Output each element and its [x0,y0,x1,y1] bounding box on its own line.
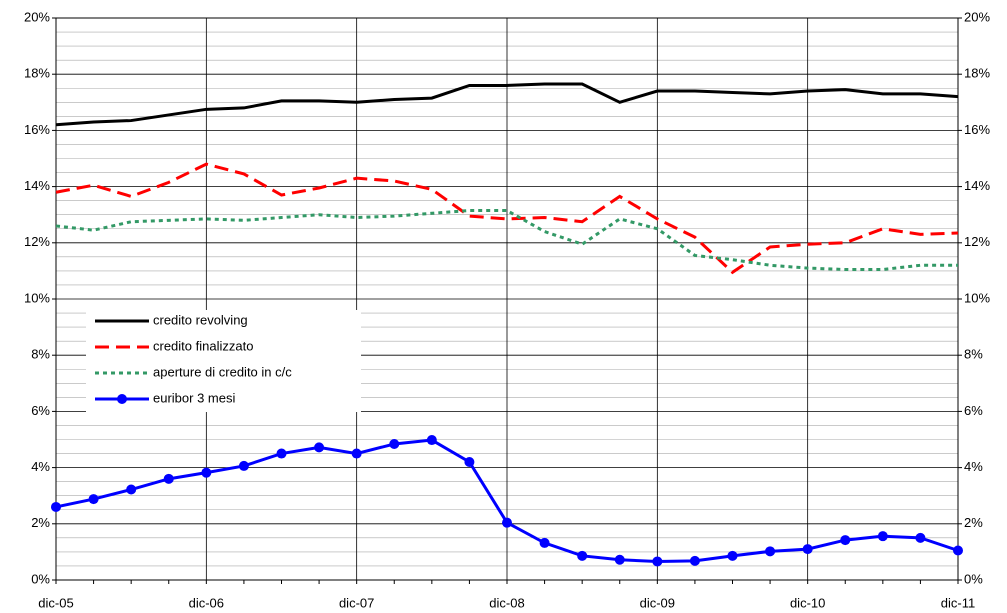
y-tick-label: 8% [31,347,50,362]
legend-box [86,310,361,412]
point [652,556,663,567]
x-tick-label: dic-06 [189,595,224,610]
series-line [55,162,959,275]
y2-tick-label: 2% [964,515,983,530]
point [765,546,776,557]
point [502,517,512,528]
y-tick-label: 18% [24,66,50,81]
y-tick-label: 20% [24,9,50,24]
y-tick-label: 2% [31,515,50,530]
point [877,531,888,542]
point [539,537,550,548]
point [727,550,738,561]
point [126,484,137,495]
point [426,435,437,446]
y2-tick-label: 4% [964,459,983,474]
x-tick-label: dic-08 [489,595,524,610]
y-tick-label: 14% [24,178,50,193]
point [389,438,400,449]
x-tick-label: dic-11 [941,595,975,610]
legend-label: credito finalizzato [153,338,253,353]
point [802,544,813,555]
series-line [55,208,958,271]
y2-tick-label: 12% [964,234,990,249]
point [163,473,174,484]
legend-marker [117,394,127,404]
plot-border [55,17,959,581]
point [577,550,588,561]
x-tick-label: dic-09 [640,595,675,610]
legend-label: euribor 3 mesi [153,390,235,405]
point [840,535,851,546]
point [276,448,287,459]
y2-tick-label: 20% [964,9,990,24]
point [464,456,475,467]
legend-label: aperture di credito in c/c [153,364,292,379]
point [88,494,99,505]
x-tick-label: dic-05 [38,595,73,610]
point [689,555,700,566]
y2-tick-label: 8% [964,347,983,362]
y-tick-label: 0% [31,571,50,586]
y2-tick-label: 6% [964,403,983,418]
point [51,501,61,512]
y-tick-label: 10% [24,290,50,305]
y2-tick-label: 10% [964,290,990,305]
y2-tick-label: 16% [964,122,990,137]
point [351,448,362,459]
series-line [55,82,959,127]
y-tick-label: 4% [31,459,50,474]
x-tick-label: dic-10 [790,595,825,610]
y-tick-label: 16% [24,122,50,137]
y2-tick-label: 18% [964,66,990,81]
y2-tick-label: 0% [964,571,983,586]
y-tick-label: 6% [31,403,50,418]
point [614,554,625,565]
point [953,545,963,556]
point [314,442,325,453]
point [915,532,926,543]
x-tick-label: dic-07 [339,595,374,610]
point [201,467,212,478]
y2-tick-label: 14% [964,178,990,193]
point [238,460,249,471]
y-tick-label: 12% [24,234,50,249]
legend-label: credito revolving [153,312,248,327]
